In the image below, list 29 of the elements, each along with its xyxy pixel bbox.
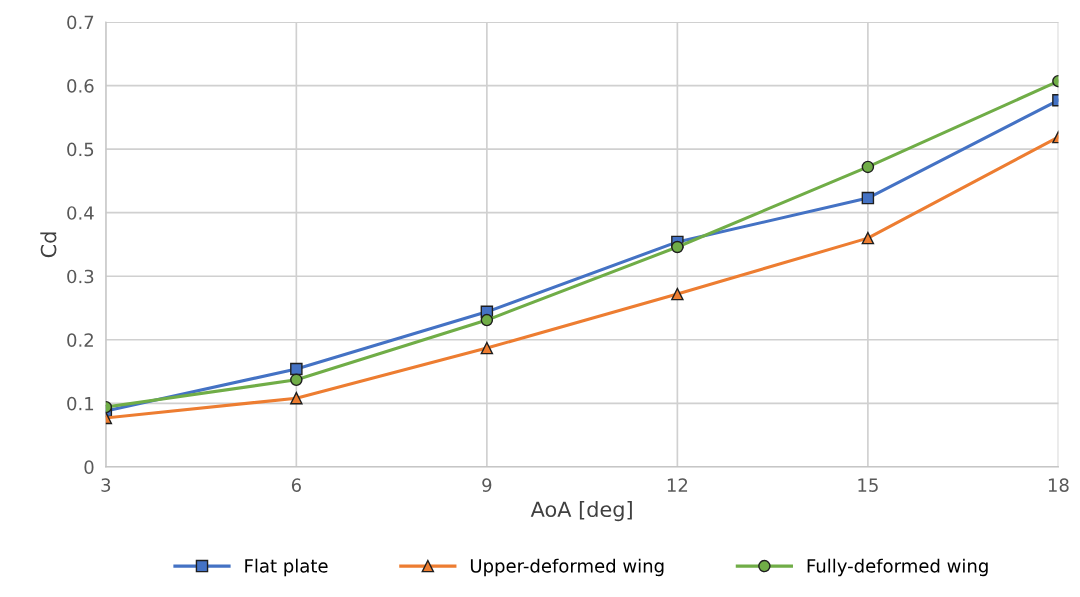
point — [861, 160, 875, 174]
x-tick-label: 3 — [101, 478, 111, 492]
legend-label: Flat plate — [245, 558, 328, 577]
y-axis-title: Cd — [40, 232, 57, 258]
y-tick-label: 0.6 — [67, 79, 94, 93]
point — [480, 341, 494, 355]
x-tick-label: 18 — [1048, 478, 1069, 492]
y-tick-label: 0.4 — [67, 206, 94, 220]
y-tick-label: 0.5 — [67, 142, 94, 157]
point — [290, 391, 303, 405]
x-tick-label: 6 — [291, 478, 301, 492]
x-tick-label: 15 — [858, 478, 878, 492]
y-tick-label: 0.1 — [67, 396, 94, 411]
point — [480, 313, 494, 327]
x-tick-label: 12 — [667, 478, 688, 492]
point — [861, 191, 875, 205]
point — [671, 287, 684, 301]
y-tick-label: 0.3 — [67, 269, 94, 284]
legend-label: Fully-deformed wing — [807, 558, 988, 577]
y-tick-label: 0.7 — [67, 15, 94, 30]
point — [290, 362, 303, 376]
point — [861, 231, 875, 245]
y-tick-label: 0 — [84, 460, 94, 474]
y-tick-label: 0.2 — [67, 333, 93, 347]
x-tick-label: 9 — [482, 478, 492, 492]
x-axis-title: AoA [deg] — [530, 501, 632, 522]
legend-label: Upper-deformed wing — [470, 558, 664, 577]
point — [290, 373, 303, 387]
point — [671, 240, 684, 254]
